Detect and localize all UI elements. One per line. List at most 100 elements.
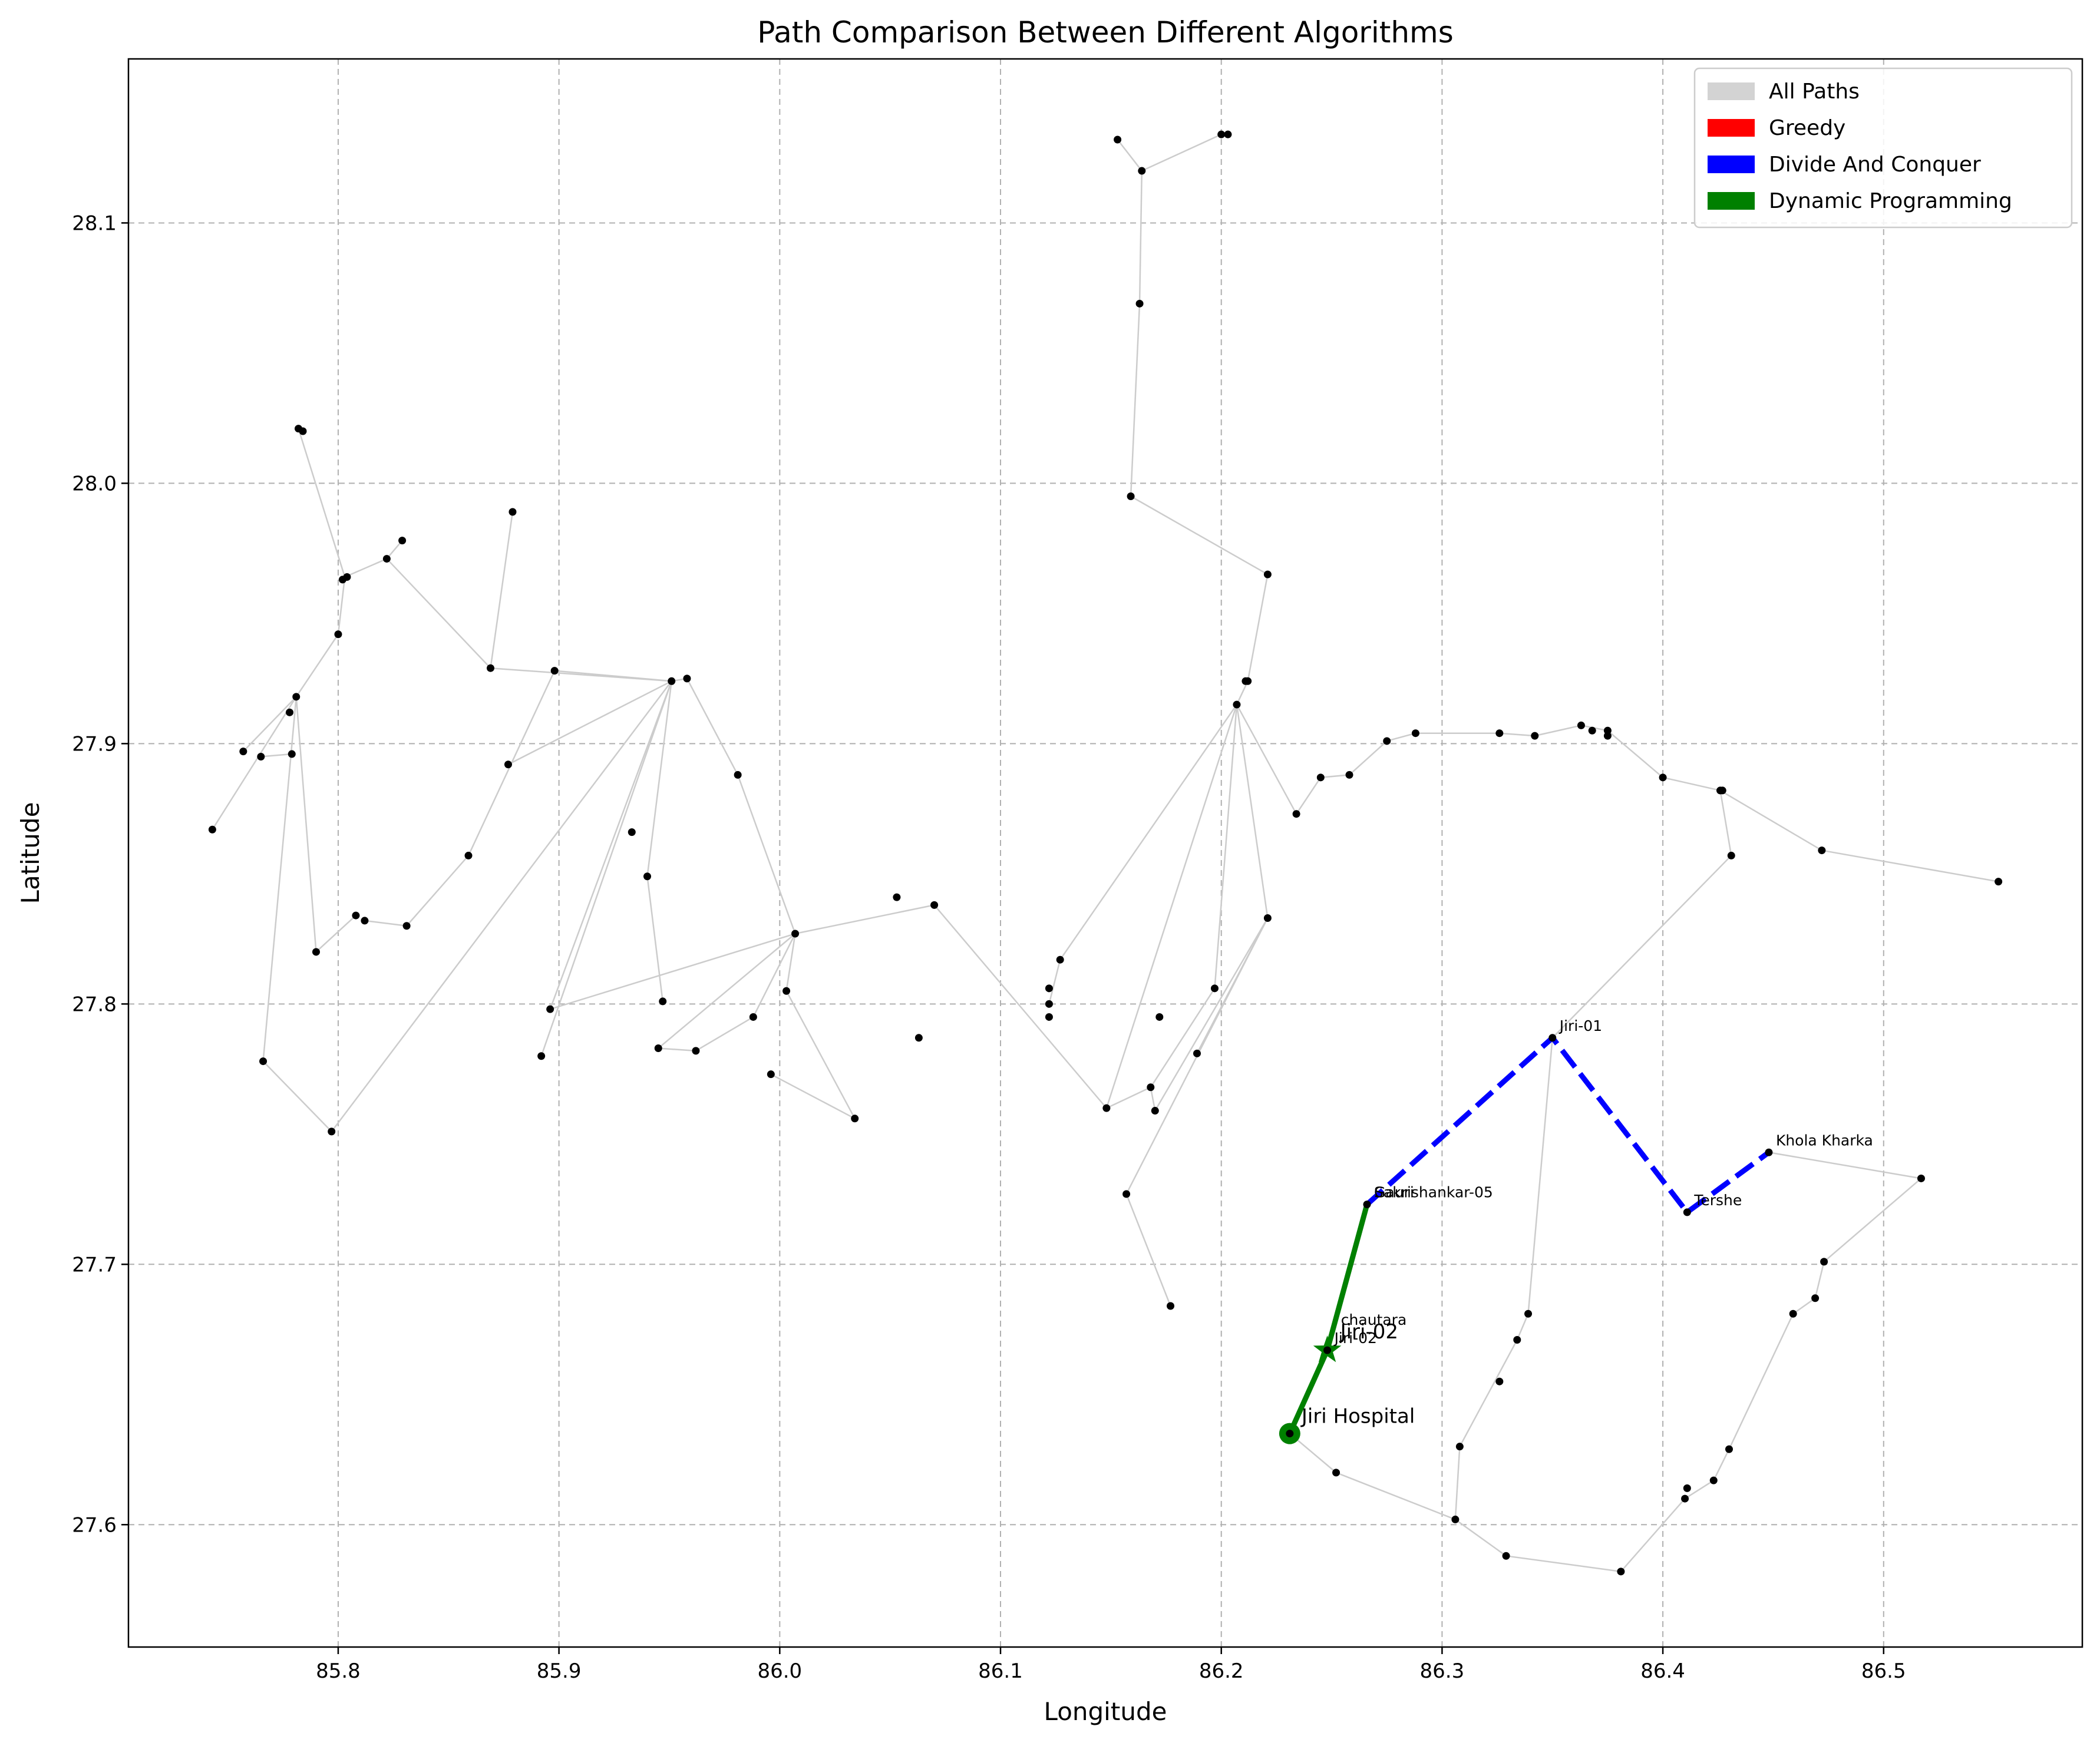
location-node bbox=[1045, 984, 1053, 993]
path-edge bbox=[1247, 574, 1269, 682]
location-node bbox=[299, 427, 307, 435]
location-node bbox=[692, 1047, 700, 1055]
location-node bbox=[1725, 1445, 1733, 1453]
path-edge bbox=[1684, 1480, 1714, 1500]
location-node bbox=[1765, 1148, 1773, 1156]
location-node bbox=[259, 1057, 268, 1066]
path-edge bbox=[1048, 959, 1061, 1004]
path-edge bbox=[1117, 139, 1143, 171]
path-edge bbox=[1150, 988, 1216, 1088]
location-node bbox=[328, 1127, 336, 1136]
path-edge bbox=[260, 753, 292, 758]
x-axis-title: Longitude bbox=[1044, 1697, 1167, 1726]
all-paths-edges bbox=[212, 134, 1999, 1573]
location-node bbox=[668, 677, 676, 685]
location-node bbox=[1244, 677, 1252, 685]
location-node bbox=[1114, 135, 1122, 144]
end-label: Jiri-02 bbox=[1339, 1320, 1398, 1344]
path-edge bbox=[1214, 704, 1238, 988]
x-tick-label: 86.0 bbox=[757, 1659, 802, 1683]
path-edge bbox=[1125, 1193, 1171, 1307]
node-labels: Jiri-01 Khola Kharka Tershe Sakrishankar-05… bbox=[1300, 1017, 1873, 1428]
location-node bbox=[1263, 914, 1272, 922]
location-node bbox=[1995, 878, 2003, 886]
path-edge bbox=[752, 933, 796, 1018]
location-node bbox=[1102, 1104, 1111, 1112]
location-node bbox=[1451, 1515, 1460, 1523]
path-edge bbox=[344, 558, 387, 578]
path-edge bbox=[337, 577, 346, 634]
path-edge bbox=[1455, 1519, 1507, 1557]
path-edge bbox=[540, 680, 672, 1057]
location-node bbox=[1531, 732, 1539, 740]
path-edge bbox=[298, 428, 346, 577]
path-edge bbox=[795, 904, 935, 935]
location-node bbox=[1193, 1049, 1201, 1057]
location-node bbox=[1917, 1174, 1925, 1182]
path-edge bbox=[1534, 725, 1581, 737]
legend-swatch bbox=[1708, 82, 1755, 100]
path-edge bbox=[1296, 777, 1322, 815]
path-edge bbox=[1459, 1339, 1518, 1447]
node-label: Sakrishankar-05 bbox=[1374, 1184, 1493, 1201]
location-node bbox=[659, 997, 667, 1006]
path-edge bbox=[1196, 917, 1269, 1054]
path-edge bbox=[1320, 774, 1350, 779]
y-tick-label: 27.6 bbox=[72, 1513, 117, 1537]
path-edge bbox=[1499, 732, 1535, 737]
location-node bbox=[382, 555, 391, 563]
y-axis-title: Latitude bbox=[16, 802, 45, 904]
x-tick-label: 86.2 bbox=[1199, 1659, 1244, 1683]
legend-swatch bbox=[1708, 192, 1755, 210]
location-node bbox=[1323, 1346, 1332, 1354]
location-node bbox=[1167, 1302, 1175, 1310]
legend-box bbox=[1693, 67, 2073, 229]
location-node bbox=[257, 752, 265, 760]
location-node bbox=[749, 1013, 757, 1021]
location-node bbox=[1789, 1310, 1797, 1318]
location-node bbox=[504, 760, 512, 769]
path-edge bbox=[554, 670, 672, 682]
y-tick-label: 27.9 bbox=[72, 732, 117, 756]
location-node bbox=[1727, 851, 1735, 859]
location-node bbox=[1577, 721, 1585, 729]
location-node bbox=[1659, 773, 1667, 782]
location-node bbox=[1683, 1484, 1691, 1492]
location-node bbox=[1135, 299, 1144, 307]
path-edge bbox=[1150, 1087, 1156, 1111]
path-edge bbox=[785, 990, 856, 1119]
location-node bbox=[288, 750, 296, 758]
path-edge bbox=[658, 1047, 696, 1052]
x-tick-label: 85.8 bbox=[316, 1659, 361, 1683]
location-node bbox=[1524, 1310, 1533, 1318]
location-node bbox=[1818, 846, 1826, 855]
legend: All Paths Greedy Divide And Conquer Dynamic… bbox=[1693, 67, 2073, 229]
location-node bbox=[1122, 1190, 1131, 1198]
path-edge bbox=[262, 1060, 332, 1132]
location-node bbox=[1455, 1443, 1464, 1451]
y-tick-label: 27.7 bbox=[72, 1253, 117, 1277]
path-edge bbox=[550, 932, 795, 1010]
path-edge bbox=[242, 696, 297, 752]
location-node bbox=[1151, 1107, 1159, 1115]
path-edge bbox=[364, 920, 407, 927]
location-node bbox=[1383, 737, 1391, 745]
path-edge bbox=[1138, 171, 1143, 304]
path-edge bbox=[549, 680, 672, 1010]
path-edge bbox=[1349, 740, 1388, 776]
legend-label: All Paths bbox=[1769, 80, 1860, 104]
path-edge bbox=[1236, 680, 1249, 705]
node-label: Gauri bbox=[1374, 1184, 1414, 1201]
location-node bbox=[292, 693, 301, 701]
path-edge bbox=[785, 933, 796, 991]
location-node bbox=[537, 1052, 546, 1060]
location-node bbox=[1811, 1294, 1820, 1302]
location-node bbox=[1127, 492, 1135, 501]
location-node bbox=[1138, 167, 1146, 175]
path-edge bbox=[770, 1073, 856, 1119]
path-edge bbox=[1607, 730, 1663, 778]
path-edge bbox=[386, 540, 403, 560]
location-node bbox=[893, 893, 901, 901]
location-node bbox=[1056, 955, 1064, 964]
